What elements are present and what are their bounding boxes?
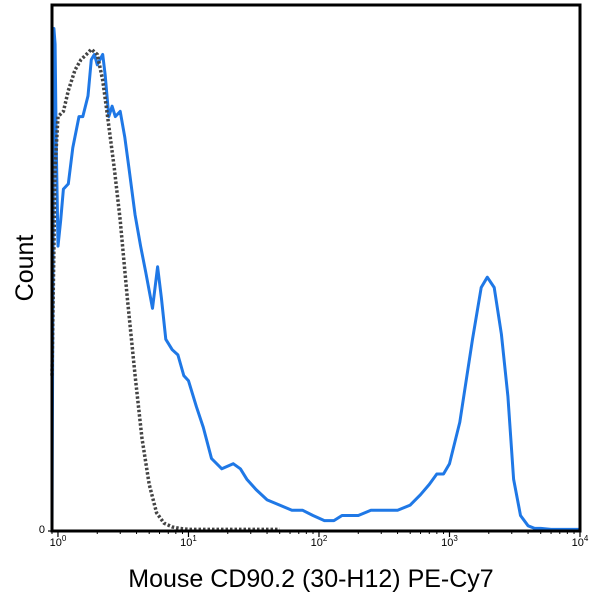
plot-area xyxy=(52,5,580,531)
series-line-1 xyxy=(50,27,582,531)
x-tick-label: 102 xyxy=(311,534,328,549)
tick-layer: 100 101 102 103 104 0 xyxy=(39,524,589,549)
x-tick-label: 101 xyxy=(180,534,197,549)
y-tick-label: 0 xyxy=(39,524,45,536)
series-line-2 xyxy=(50,47,280,532)
x-tick-label: 103 xyxy=(441,534,458,549)
x-tick-label: 104 xyxy=(572,534,589,549)
x-axis-title: Mouse CD90.2 (30-H12) PE-Cy7 xyxy=(128,565,493,593)
plot-frame xyxy=(50,3,582,533)
plot-border xyxy=(50,3,582,533)
series-layer xyxy=(50,27,582,532)
y-axis-title: Count xyxy=(11,235,39,302)
plot-background xyxy=(52,5,580,531)
x-tick-label: 100 xyxy=(50,534,67,549)
